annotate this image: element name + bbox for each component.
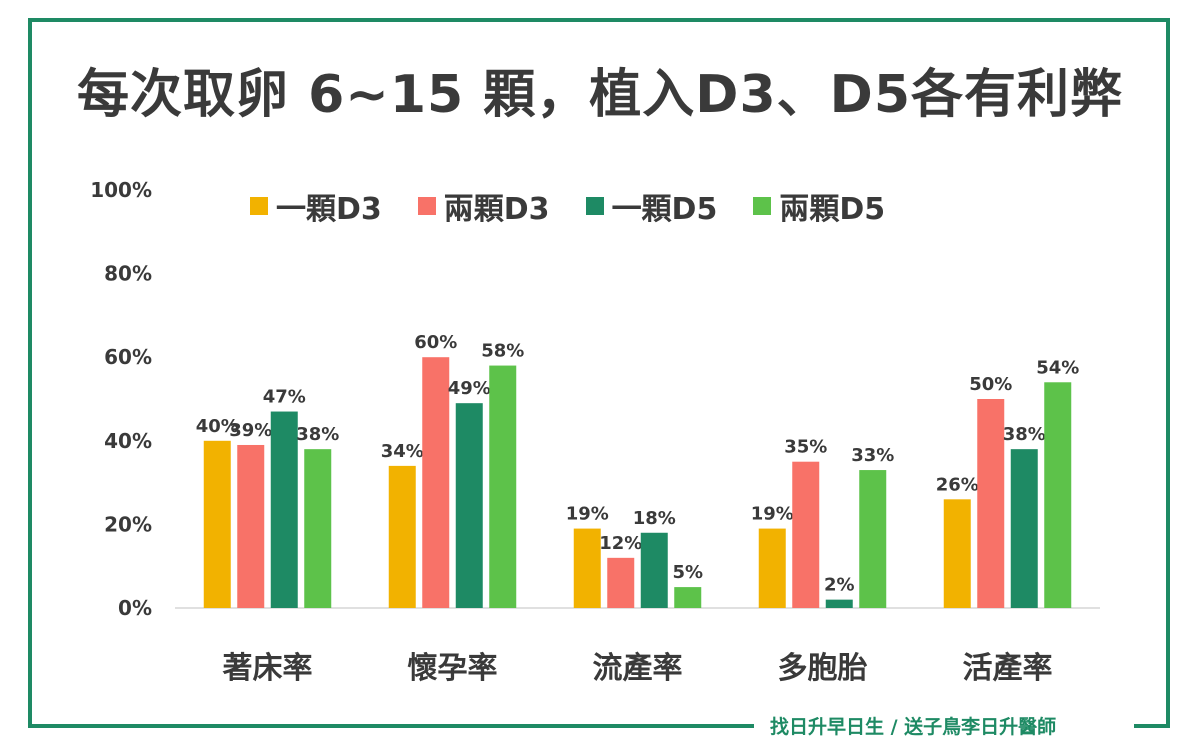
x-tick-label: 流產率 (593, 651, 683, 686)
legend-swatch (753, 197, 772, 215)
chart-legend: 一顆D3 兩顆D3 一顆D5 兩顆D5 (250, 184, 885, 228)
data-label: 54% (1036, 357, 1079, 378)
data-label: 40% (196, 416, 239, 437)
bar (304, 449, 332, 608)
bar (1010, 449, 1038, 608)
data-label: 26% (936, 474, 979, 495)
y-tick-label: 20% (104, 512, 152, 536)
data-label: 19% (751, 504, 794, 525)
legend-label: 兩顆D5 (779, 192, 886, 227)
bar (455, 403, 483, 608)
legend-label: 一顆D3 (276, 192, 382, 227)
bar (607, 557, 635, 608)
data-label: 39% (229, 420, 272, 441)
legend-label: 兩顆D3 (443, 192, 550, 227)
data-label: 5% (672, 562, 703, 583)
data-label: 38% (296, 424, 339, 445)
legend-item: 兩顆D3 (417, 184, 550, 228)
bar (943, 499, 971, 608)
legend-item: 兩顆D5 (753, 184, 885, 228)
data-label: 12% (599, 533, 642, 554)
x-tick-label: 多胞胎 (778, 651, 868, 686)
legend-swatch (250, 197, 268, 215)
y-tick-label: 100% (90, 178, 152, 202)
chart-title: 每次取卵 6~15 顆，植入D3、D5各有利弊 (76, 65, 1123, 125)
data-label: 35% (784, 437, 827, 458)
bar (859, 470, 887, 608)
bar (825, 599, 853, 608)
data-label: 18% (633, 508, 676, 529)
bar (489, 365, 517, 608)
bar (977, 399, 1005, 608)
data-label: 38% (1003, 424, 1046, 445)
legend-item: 一顆D3 (250, 184, 382, 228)
x-tick-label: 活產率 (963, 651, 1053, 686)
data-label: 50% (969, 374, 1012, 395)
x-tick-label: 懷孕率 (408, 651, 498, 686)
footer-credit: 找日升早日生 / 送子鳥李日升醫師 (770, 716, 1057, 738)
data-label: 47% (263, 387, 306, 408)
data-label: 49% (448, 378, 491, 399)
data-label: 2% (824, 575, 855, 596)
bar (792, 461, 820, 608)
bar (237, 444, 265, 608)
x-tick-label: 著床率 (223, 651, 313, 686)
bar (422, 357, 450, 608)
bar (388, 465, 416, 608)
legend-label: 一顆D5 (611, 192, 718, 227)
legend-swatch (417, 197, 436, 215)
chart-frame (28, 18, 1170, 728)
bar (573, 528, 601, 608)
bar (640, 532, 668, 608)
bar (674, 587, 702, 608)
bar (270, 411, 298, 608)
data-label: 34% (381, 441, 424, 462)
data-label: 58% (481, 341, 524, 362)
footer-mask (754, 708, 1134, 748)
y-tick-label: 60% (104, 345, 152, 369)
bar (758, 528, 786, 608)
y-tick-label: 0% (118, 596, 152, 620)
bar (1044, 382, 1072, 608)
data-label: 33% (851, 445, 894, 466)
y-tick-label: 80% (104, 262, 152, 286)
bar (203, 440, 231, 608)
data-label: 19% (566, 504, 609, 525)
y-tick-label: 40% (104, 429, 152, 453)
legend-item: 一顆D5 (585, 184, 718, 228)
data-label: 60% (414, 332, 457, 353)
legend-swatch (585, 197, 604, 215)
